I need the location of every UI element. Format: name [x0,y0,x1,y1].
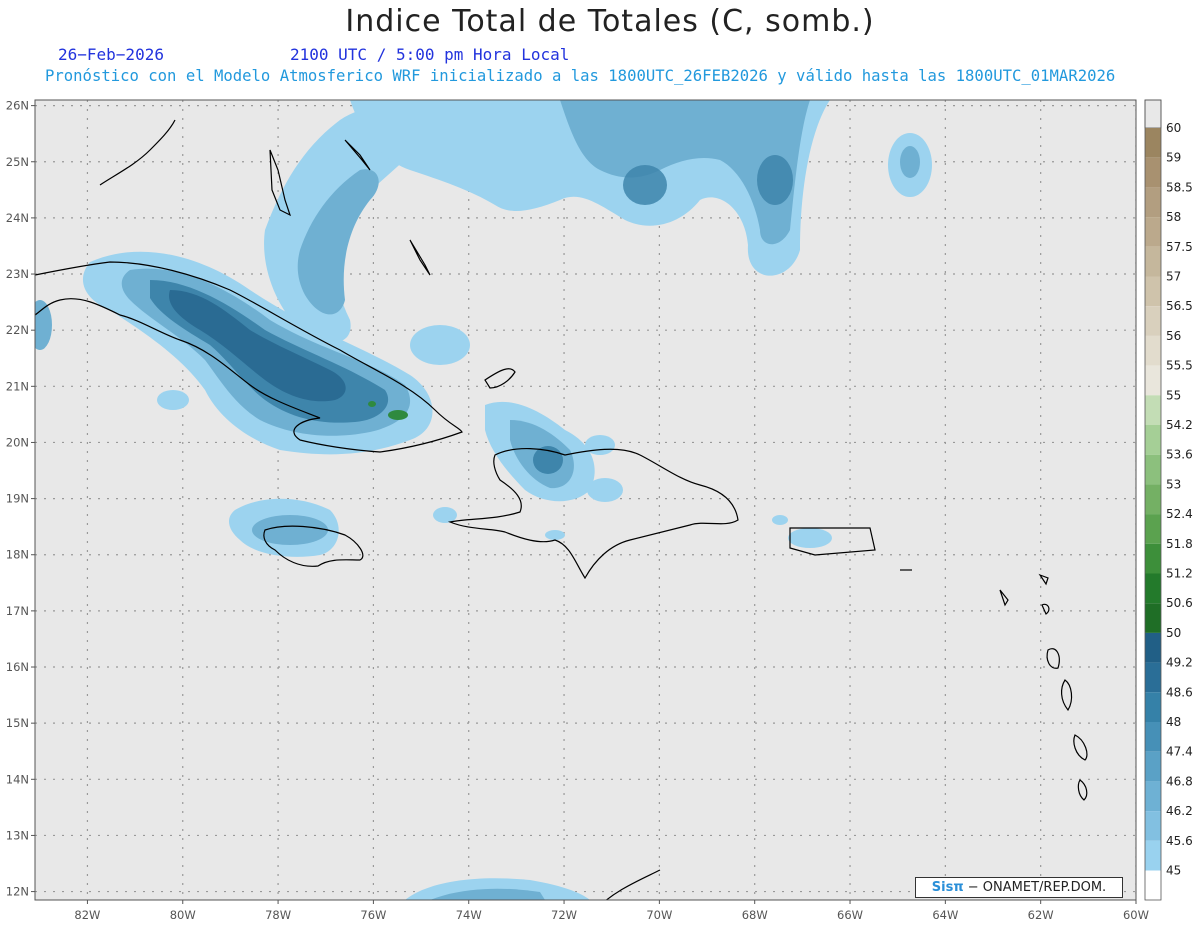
colorbar-label: 51.8 [1166,537,1193,551]
colorbar-swatch [1145,692,1161,722]
forecast-date: 26−Feb−2026 [58,45,164,64]
colorbar-swatch [1145,484,1161,515]
sispi-logo: Sisπ [931,880,964,895]
chart-title: Indice Total de Totales (C, somb.) [345,4,875,39]
colorbar-swatch [1145,722,1161,752]
colorbar-swatch [1145,395,1161,425]
colorbar-swatch [1145,811,1161,841]
colorbar-top [1144,99,1162,129]
colorbar-label: 48 [1166,715,1181,729]
x-tick-label: 62W [1028,908,1054,922]
x-tick-label: 74W [456,908,482,922]
forecast-time: 2100 UTC / 5:00 pm Hora Local [290,45,570,64]
x-tick-label: 64W [932,908,958,922]
x-tick-label: 68W [742,908,768,922]
colorbar-frame [1144,99,1162,901]
y-tick-label: 13N [6,828,29,842]
colorbar-swatch [1145,840,1161,871]
y-tick-label: 18N [6,548,29,562]
colorbar-label: 53 [1166,477,1181,491]
x-tick-label: 66W [837,908,863,922]
y-tick-label: 19N [6,492,29,506]
colorbar-label: 57.5 [1166,240,1193,254]
x-tick-label: 76W [360,908,386,922]
y-tick-label: 15N [6,716,29,730]
x-tick-label: 72W [551,908,577,922]
colorbar-label: 55.5 [1166,359,1193,373]
credit-text: − ONAMET/REP.DOM. [967,880,1107,895]
x-tick-label: 70W [646,908,672,922]
colorbar-swatch [1145,187,1161,218]
y-tick-label: 23N [6,267,29,281]
colorbar-label: 46.2 [1166,804,1193,818]
colorbar-label: 45.6 [1166,834,1193,848]
colorbar-swatch [1145,425,1161,455]
colorbar-label: 52.4 [1166,507,1193,521]
colorbar-swatch [1145,603,1161,633]
x-tick-label: 78W [265,908,291,922]
colorbar-swatch [1145,662,1161,693]
colorbar: 60 59 58.5 58 57.5 57 56.5 56 55.5 55 54.2 53.6 53 52… [1144,99,1193,901]
colorbar-label: 58.5 [1166,180,1193,194]
x-tick-label: 80W [170,908,196,922]
y-tick-label: 25N [6,155,29,169]
colorbar-swatch [1145,573,1161,604]
colorbar-label: 50.6 [1166,596,1193,610]
x-tick-label: 82W [74,908,100,922]
colorbar-label: 48.6 [1166,685,1193,699]
colorbar-swatch [1145,306,1161,336]
colorbar-swatch [1145,217,1161,247]
colorbar-label: 53.6 [1166,448,1193,462]
colorbar-swatch [1145,514,1161,544]
index-field [35,100,932,900]
colorbar-label: 59 [1166,151,1181,165]
colorbar-swatch [1145,365,1161,396]
y-tick-label: 17N [6,604,29,618]
y-tick-label: 16N [6,660,29,674]
coastlines [35,119,1088,900]
y-tick-label: 12N [6,885,29,899]
colorbar-swatch [1145,632,1161,663]
colorbar-swatch [1145,454,1161,485]
x-tick-label: 60W [1123,908,1149,922]
y-tick-label: 21N [6,379,29,393]
colorbar-swatch [1145,543,1161,574]
colorbar-label: 54.2 [1166,418,1193,432]
y-tick-label: 24N [6,211,29,225]
y-tick-label: 22N [6,323,29,337]
y-tick-label: 20N [6,435,29,449]
y-tick-label: 26N [6,99,29,113]
colorbar-swatch [1145,751,1161,782]
colorbar-label: 57 [1166,270,1181,284]
colorbar-label: 60 [1166,121,1181,135]
colorbar-swatch [1145,246,1161,277]
colorbar-swatch [1145,128,1161,158]
credit-box: Sisπ − ONAMET/REP.DOM. [915,877,1123,898]
forecast-description: Pronóstico con el Modelo Atmosferico WRF… [45,67,1116,85]
colorbar-swatch [1145,781,1161,812]
colorbar-label: 46.8 [1166,774,1193,788]
colorbar-label: 45 [1166,864,1181,878]
y-tick-label: 14N [6,772,29,786]
colorbar-label: 51.2 [1166,567,1193,581]
colorbar-label: 56 [1166,329,1181,343]
map-frame [34,99,1137,901]
axis-ticks: 82W 80W 78W 76W 74W 72W 70W 68W 66W 64W 62W 60W 12N 1… [6,99,1149,922]
colorbar-label: 47.4 [1166,745,1193,759]
colorbar-label: 50 [1166,626,1181,640]
map-background [35,100,1136,900]
colorbar-label: 56.5 [1166,299,1193,313]
colorbar-swatch [1145,276,1161,307]
colorbar-label: 49.2 [1166,656,1193,670]
colorbar-swatch [1145,157,1161,188]
colorbar-swatch [1145,335,1161,366]
colorbar-label: 55 [1166,388,1181,402]
colorbar-label: 58 [1166,210,1181,224]
colorbar-bottom [1145,870,1161,900]
